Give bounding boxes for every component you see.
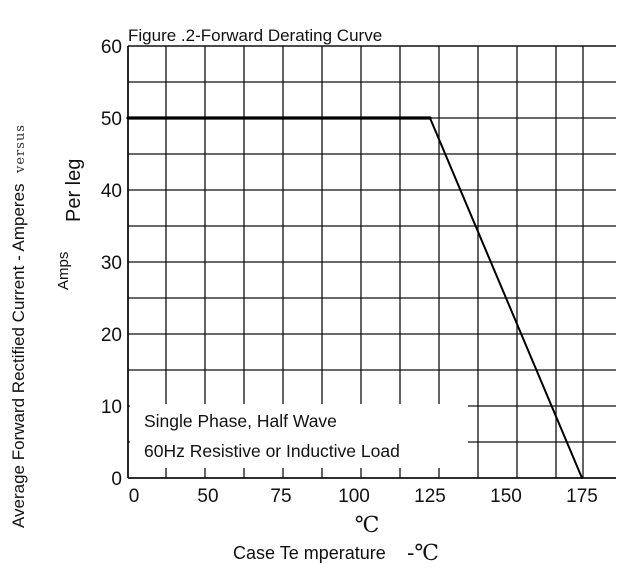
y-tick-label: 20 (101, 325, 122, 346)
x-tick-label: 0 (129, 486, 140, 507)
series-layer (126, 116, 583, 479)
x-tick-label: 75 (270, 486, 291, 507)
y-tick-label: 50 (101, 109, 122, 130)
y-axis-label-per-leg: Per leg (63, 159, 85, 222)
y-tick-label: 60 (101, 37, 122, 58)
x-axis-label: Case Te mperature (233, 543, 386, 563)
x-axis-label-unit: -℃ (407, 541, 439, 566)
x-tick-label: 50 (197, 486, 218, 507)
y-tick-label: 0 (111, 469, 122, 490)
chart-title: Figure .2-Forward Derating Curve (128, 26, 382, 45)
annotation-line-1: Single Phase, Half Wave (144, 411, 337, 431)
x-tick-label: 175 (566, 486, 598, 507)
x-tick-label: 100 (338, 486, 370, 507)
x-tick-label: 150 (490, 486, 522, 507)
annotation-line-2: 60Hz Resistive or Inductive Load (144, 441, 400, 461)
y-axis-label-amps: Amps (55, 252, 72, 290)
y-axis-label-versus: versus (13, 124, 28, 174)
annotation-box (130, 404, 468, 468)
y-axis-label-group: Average Forward Rectified Current - Ampe… (9, 124, 28, 528)
derating-curve-segment (429, 117, 583, 479)
svg-text:Average Forward Rectified Curr: Average Forward Rectified Current - Ampe… (9, 124, 28, 528)
y-tick-label: 10 (101, 397, 122, 418)
x-tick-label: 125 (414, 486, 446, 507)
tick-labels: 0 10 20 30 40 50 60 0 50 75 100 125 150 175 (101, 37, 598, 507)
y-tick-label: 40 (101, 181, 122, 202)
x-axis-unit-symbol: ℃ (355, 513, 380, 538)
y-tick-label: 30 (101, 253, 122, 274)
y-axis-label: Average Forward Rectified Current - Ampe… (9, 183, 28, 528)
